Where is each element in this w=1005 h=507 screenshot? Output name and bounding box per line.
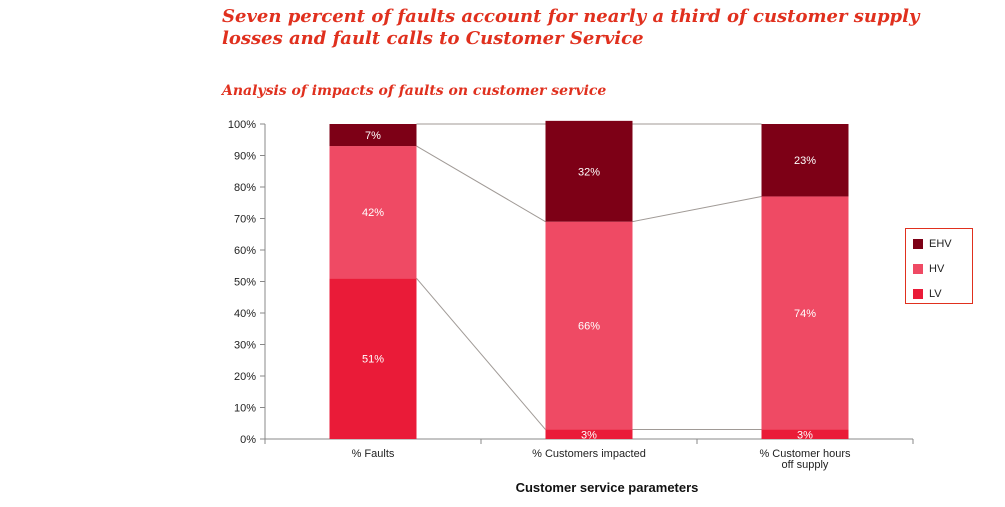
y-tick-label: 90% (234, 151, 256, 163)
bar-segment-lv (545, 429, 633, 439)
data-label-lv: 3% (797, 429, 813, 441)
data-label-hv: 74% (794, 308, 816, 320)
y-tick-label: 20% (234, 371, 256, 383)
x-category-label: % Faults (352, 448, 395, 460)
legend-swatch-hv (913, 264, 923, 274)
connector-line (416, 278, 546, 430)
bar-segment-ehv (329, 124, 417, 147)
data-label-ehv: 32% (578, 166, 600, 178)
legend-label-ehv: EHV (929, 238, 952, 250)
chart-headline: Seven percent of faults account for near… (222, 6, 920, 49)
chart-subtitle: Analysis of impacts of faults on custome… (222, 83, 607, 99)
x-category-label: off supply (782, 459, 829, 471)
bar-segment-lv (761, 429, 849, 439)
y-tick-label: 80% (234, 182, 256, 194)
x-axis-title: Customer service parameters (516, 480, 699, 495)
data-label-lv: 51% (362, 354, 384, 366)
chart-legend: EHV HV LV (905, 228, 973, 304)
bar-segment-lv (329, 278, 417, 439)
connector-line (632, 195, 762, 223)
y-tick-label: 60% (234, 245, 256, 257)
y-tick-label: 70% (234, 214, 256, 226)
y-tick-label: 30% (234, 340, 256, 352)
legend-label-hv: HV (929, 263, 945, 275)
data-label-lv: 3% (581, 429, 597, 441)
bar-segment-hv (329, 146, 417, 279)
data-label-ehv: 7% (365, 130, 381, 142)
data-label-hv: 66% (578, 321, 600, 333)
x-category-label: % Customers impacted (532, 448, 646, 460)
y-tick-label: 100% (228, 119, 256, 131)
legend-label-lv: LV (929, 288, 942, 300)
y-tick-label: 10% (234, 403, 256, 415)
y-tick-label: 50% (234, 277, 256, 289)
legend-item-ehv: EHV (913, 237, 952, 251)
data-label-hv: 42% (362, 207, 384, 219)
y-tick-label: 40% (234, 308, 256, 320)
legend-item-hv: HV (913, 262, 944, 276)
bar-segment-hv (761, 196, 849, 430)
legend-item-lv: LV (913, 287, 942, 301)
legend-swatch-ehv (913, 239, 923, 249)
y-tick-label: 0% (240, 434, 256, 446)
connector-line (416, 145, 546, 223)
bar-segment-ehv (545, 120, 633, 222)
bar-segment-ehv (761, 124, 849, 197)
x-category-label: % Customer hours (759, 448, 851, 460)
data-label-ehv: 23% (794, 155, 816, 167)
bar-segment-hv (545, 221, 633, 430)
legend-swatch-lv (913, 289, 923, 299)
